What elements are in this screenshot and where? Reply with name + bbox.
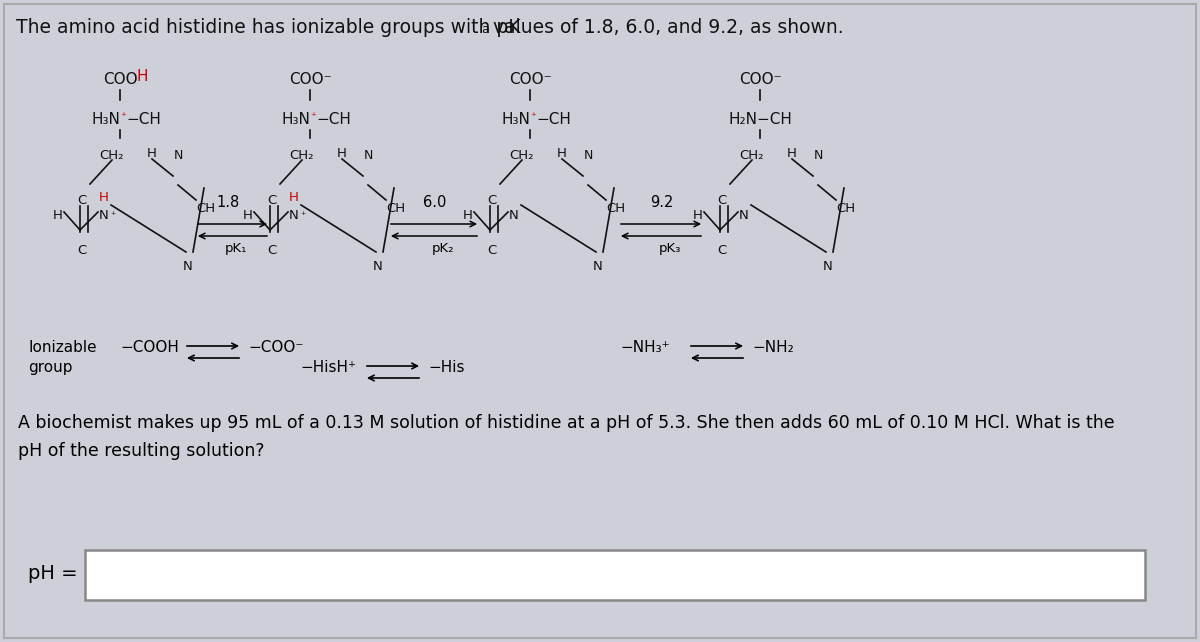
- Bar: [85, 550, 1145, 600]
- Text: ⁺: ⁺: [110, 211, 115, 221]
- Text: CH₂: CH₂: [289, 149, 314, 162]
- Text: C: C: [487, 194, 497, 207]
- Text: −NH₃⁺: −NH₃⁺: [620, 340, 670, 355]
- Text: H: H: [337, 147, 347, 160]
- Text: pK₂: pK₂: [432, 242, 455, 255]
- Text: 6.0: 6.0: [424, 195, 446, 210]
- Text: H: H: [463, 209, 473, 222]
- Text: pK₁: pK₁: [224, 242, 247, 255]
- Text: −NH₂: −NH₂: [752, 340, 793, 355]
- Text: H₃N: H₃N: [281, 112, 310, 127]
- Text: −CH: −CH: [536, 112, 571, 127]
- Text: N: N: [184, 260, 193, 273]
- Text: ⁺: ⁺: [120, 112, 126, 122]
- Text: N: N: [823, 260, 833, 273]
- Text: CH₂: CH₂: [100, 149, 125, 162]
- Text: CH: CH: [386, 202, 406, 215]
- Text: COO: COO: [103, 72, 137, 87]
- Text: H₃N: H₃N: [502, 112, 530, 127]
- Text: N: N: [364, 149, 373, 162]
- Text: 1.8: 1.8: [216, 195, 240, 210]
- Text: COO⁻: COO⁻: [739, 72, 781, 87]
- Text: group: group: [28, 360, 72, 375]
- Text: ⁺: ⁺: [300, 211, 306, 221]
- Text: a: a: [481, 23, 488, 36]
- Text: −His: −His: [428, 360, 464, 375]
- Text: C: C: [487, 244, 497, 257]
- Text: CH₂: CH₂: [510, 149, 534, 162]
- Text: H: H: [557, 147, 566, 160]
- Text: N: N: [739, 209, 749, 222]
- Text: H: H: [694, 209, 703, 222]
- Text: N: N: [593, 260, 602, 273]
- Text: A biochemist makes up 95 mL of a 0.13 M solution of histidine at a pH of 5.3. Sh: A biochemist makes up 95 mL of a 0.13 M …: [18, 414, 1115, 432]
- Text: N: N: [373, 260, 383, 273]
- Text: pK₃: pK₃: [659, 242, 682, 255]
- Text: H: H: [244, 209, 253, 222]
- Text: ⁺: ⁺: [310, 112, 316, 122]
- Text: The amino acid histidine has ionizable groups with pK: The amino acid histidine has ionizable g…: [16, 18, 521, 37]
- Text: −COO⁻: −COO⁻: [248, 340, 304, 355]
- Text: H₂N−CH: H₂N−CH: [728, 112, 792, 127]
- Text: N: N: [509, 209, 518, 222]
- Text: COO⁻: COO⁻: [289, 72, 331, 87]
- Text: −COOH: −COOH: [120, 340, 179, 355]
- Text: Ionizable: Ionizable: [28, 340, 97, 355]
- Text: C: C: [77, 244, 86, 257]
- Text: H: H: [289, 191, 299, 204]
- Text: CH: CH: [606, 202, 625, 215]
- Text: CH: CH: [197, 202, 216, 215]
- Text: values of 1.8, 6.0, and 9.2, as shown.: values of 1.8, 6.0, and 9.2, as shown.: [487, 18, 844, 37]
- Text: N: N: [814, 149, 823, 162]
- Text: −CH: −CH: [126, 112, 161, 127]
- Text: N: N: [173, 149, 182, 162]
- Text: COO⁻: COO⁻: [509, 72, 551, 87]
- Text: CH₂: CH₂: [739, 149, 764, 162]
- Text: N: N: [100, 209, 109, 222]
- Text: pH =: pH =: [28, 564, 78, 583]
- Text: H: H: [787, 147, 797, 160]
- Text: H: H: [137, 69, 148, 84]
- Text: H: H: [100, 191, 109, 204]
- Text: H: H: [148, 147, 157, 160]
- Text: CH: CH: [836, 202, 856, 215]
- Text: C: C: [718, 244, 727, 257]
- Text: N: N: [583, 149, 593, 162]
- Text: N: N: [289, 209, 299, 222]
- Text: C: C: [77, 194, 86, 207]
- Text: C: C: [268, 244, 277, 257]
- Text: C: C: [718, 194, 727, 207]
- Text: C: C: [268, 194, 277, 207]
- Text: pH of the resulting solution?: pH of the resulting solution?: [18, 442, 264, 460]
- Text: −CH: −CH: [316, 112, 350, 127]
- Text: −HisH⁺: −HisH⁺: [300, 360, 356, 375]
- Text: ⁺: ⁺: [530, 112, 536, 122]
- Text: H: H: [53, 209, 62, 222]
- Text: H₃N: H₃N: [91, 112, 120, 127]
- Text: 9.2: 9.2: [650, 195, 673, 210]
